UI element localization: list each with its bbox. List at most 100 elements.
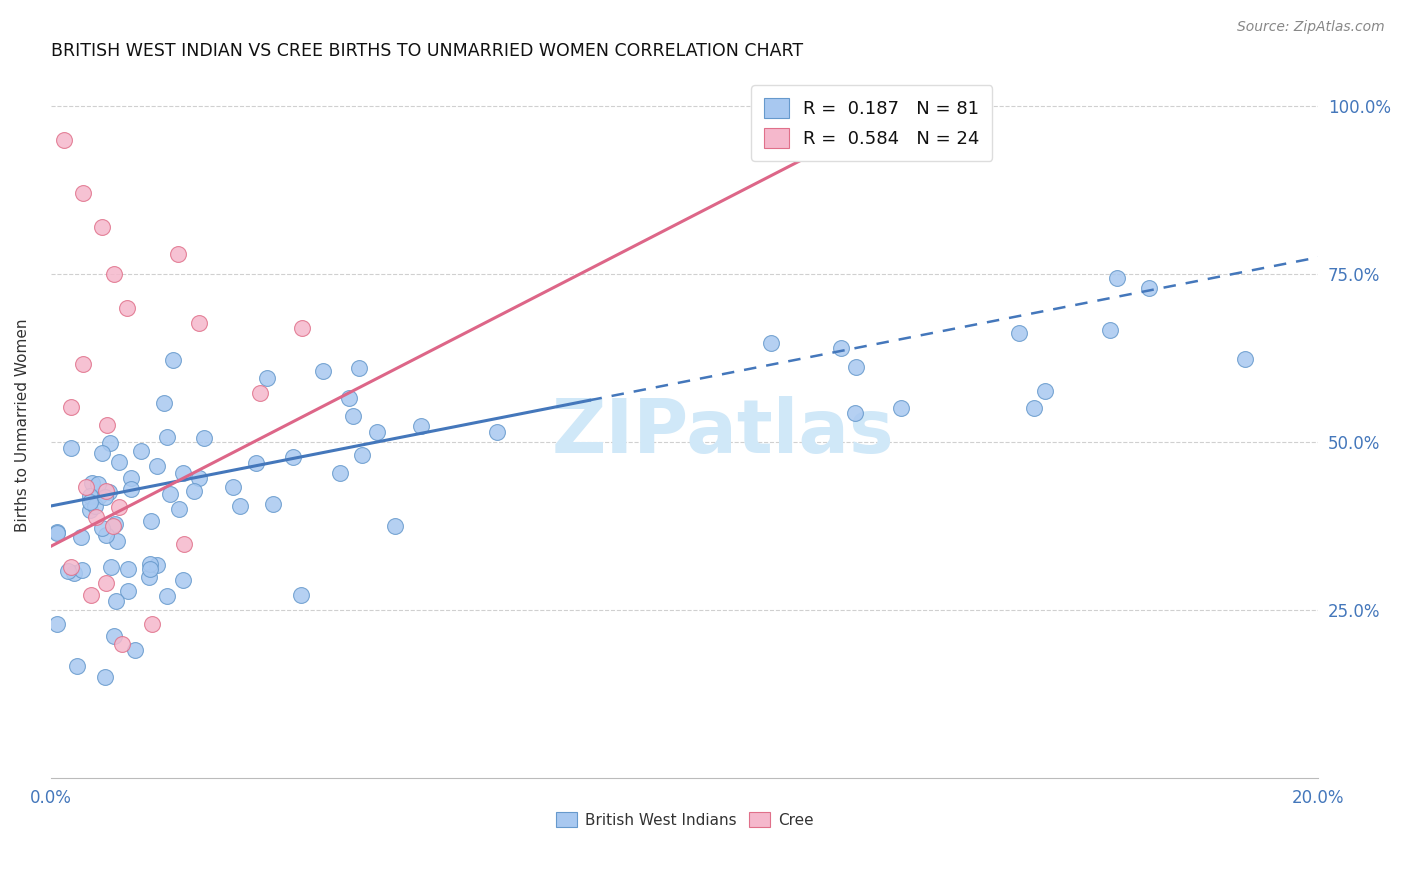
Text: Source: ZipAtlas.com: Source: ZipAtlas.com <box>1237 20 1385 34</box>
Point <box>111 637 134 651</box>
Point <box>139 514 162 528</box>
Point <box>384 519 406 533</box>
Point <box>94 483 117 498</box>
Point <box>167 502 190 516</box>
Point <box>141 616 163 631</box>
Text: ZIPatlas: ZIPatlas <box>551 396 894 469</box>
Point <box>80 588 103 602</box>
Point <box>139 557 162 571</box>
Point <box>103 629 125 643</box>
Point <box>46 524 69 539</box>
Point <box>256 371 278 385</box>
Point <box>94 670 117 684</box>
Point <box>889 401 911 416</box>
Point <box>152 395 174 409</box>
Point <box>79 503 101 517</box>
Point <box>159 486 181 500</box>
Point <box>105 533 128 548</box>
Point <box>120 482 142 496</box>
Point <box>60 560 83 574</box>
Point <box>100 560 122 574</box>
Point <box>117 561 139 575</box>
Point <box>70 531 93 545</box>
Point <box>46 617 69 632</box>
Point <box>350 448 373 462</box>
Point <box>94 528 117 542</box>
Point <box>187 471 209 485</box>
Point <box>103 267 125 281</box>
Point <box>59 441 82 455</box>
Point <box>1137 280 1160 294</box>
Point <box>84 510 107 524</box>
Point <box>1098 323 1121 337</box>
Point <box>104 517 127 532</box>
Point <box>63 566 86 581</box>
Point <box>79 495 101 509</box>
Point <box>146 459 169 474</box>
Point <box>75 480 97 494</box>
Point <box>761 335 783 350</box>
Point <box>59 400 82 414</box>
Point <box>103 519 125 533</box>
Point <box>1107 270 1129 285</box>
Text: BRITISH WEST INDIAN VS CREE BIRTHS TO UNMARRIED WOMEN CORRELATION CHART: BRITISH WEST INDIAN VS CREE BIRTHS TO UN… <box>51 42 803 60</box>
Point <box>129 443 152 458</box>
Point <box>156 589 179 603</box>
Point <box>138 561 160 575</box>
Point <box>193 431 215 445</box>
Point <box>115 301 138 315</box>
Point <box>52 133 75 147</box>
Point <box>90 521 112 535</box>
Point <box>108 500 131 515</box>
Point <box>100 435 122 450</box>
Point <box>138 570 160 584</box>
Point <box>117 583 139 598</box>
Point <box>97 484 120 499</box>
Legend: British West Indians, Cree: British West Indians, Cree <box>550 806 820 834</box>
Point <box>281 450 304 465</box>
Point <box>162 353 184 368</box>
Point <box>58 564 80 578</box>
Point <box>409 419 432 434</box>
Point <box>108 455 131 469</box>
Point <box>342 409 364 424</box>
Point <box>66 659 89 673</box>
Point <box>84 499 107 513</box>
Point <box>124 643 146 657</box>
Point <box>105 593 128 607</box>
Point <box>145 558 167 572</box>
Point <box>79 489 101 503</box>
Point <box>90 220 112 235</box>
Point <box>262 497 284 511</box>
Point <box>337 391 360 405</box>
Point <box>844 406 866 420</box>
Point <box>366 425 388 440</box>
Point <box>94 490 117 504</box>
Point <box>187 317 209 331</box>
Point <box>291 321 314 335</box>
Point <box>1234 351 1257 366</box>
Point <box>863 99 886 113</box>
Point <box>1024 401 1046 416</box>
Point <box>120 471 142 485</box>
Point <box>249 386 271 401</box>
Point <box>347 361 370 376</box>
Point <box>94 576 117 591</box>
Y-axis label: Births to Unmarried Women: Births to Unmarried Women <box>15 318 30 532</box>
Point <box>96 417 118 432</box>
Point <box>72 357 94 371</box>
Point <box>173 537 195 551</box>
Point <box>329 466 352 480</box>
Point <box>1007 326 1029 340</box>
Point <box>82 476 104 491</box>
Point <box>172 573 194 587</box>
Point <box>46 525 69 540</box>
Point <box>245 456 267 470</box>
Point <box>222 480 245 494</box>
Point <box>830 342 852 356</box>
Point <box>87 489 110 503</box>
Point <box>183 484 205 499</box>
Point <box>72 186 94 201</box>
Point <box>229 499 252 513</box>
Point <box>87 477 110 491</box>
